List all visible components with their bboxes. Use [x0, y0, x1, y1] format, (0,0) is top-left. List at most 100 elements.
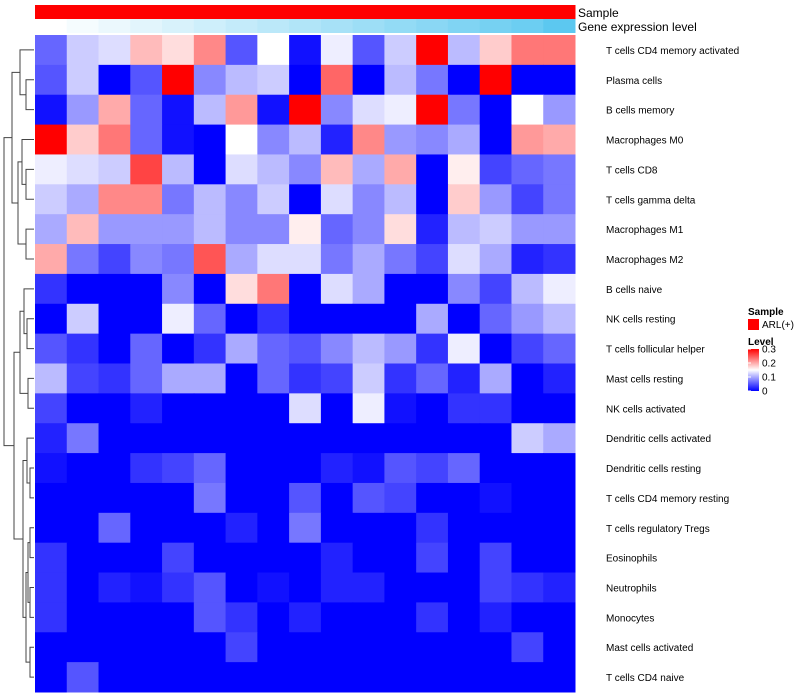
- heatmap-cell: [289, 64, 322, 96]
- heatmap-cell: [225, 453, 258, 484]
- heatmap-cell: [320, 154, 354, 185]
- heatmap-cell: [225, 423, 258, 454]
- heatmap-cell: [193, 572, 227, 603]
- heatmap-cell: [416, 542, 449, 574]
- dendrogram-branch: [3, 137, 14, 447]
- row-label: T cells CD4 memory activated: [606, 46, 739, 57]
- heatmap-cell: [320, 363, 354, 394]
- heatmap-cell: [416, 482, 449, 514]
- heatmap-cell: [289, 662, 322, 693]
- heatmap-cell: [511, 632, 544, 663]
- heatmap-cell: [289, 303, 322, 335]
- heatmap-cell: [225, 124, 258, 155]
- sample-annotation-cell: [447, 5, 481, 19]
- heatmap-cell: [289, 94, 322, 126]
- heatmap-cell: [352, 542, 385, 574]
- sample-track-label: Sample: [578, 6, 619, 20]
- heatmap-cell: [479, 35, 512, 66]
- heatmap-cell: [543, 453, 576, 484]
- heatmap-cell: [162, 482, 195, 514]
- heatmap-cell: [511, 64, 544, 96]
- heatmap-cell: [289, 393, 322, 424]
- heatmap-cell: [289, 184, 322, 215]
- heatmap-cell: [384, 94, 417, 126]
- heatmap-cell: [162, 94, 195, 126]
- dendrogram-branch: [11, 71, 20, 204]
- heatmap-cell: [447, 512, 481, 544]
- heatmap-cell: [320, 482, 354, 514]
- heatmap-cell: [257, 662, 290, 693]
- heatmap-cell: [447, 184, 481, 215]
- heatmap-cell: [225, 35, 258, 66]
- heatmap-cell: [447, 303, 481, 335]
- heatmap-cell: [193, 333, 227, 364]
- heatmap-cell: [289, 512, 322, 544]
- gene-expression-cell: [98, 19, 131, 33]
- heatmap-cell: [257, 273, 290, 305]
- heatmap-cell: [447, 393, 481, 424]
- heatmap-cell: [162, 662, 195, 693]
- heatmap-cell: [447, 423, 481, 454]
- heatmap-cell: [447, 453, 481, 484]
- heatmap-cell: [162, 333, 195, 364]
- row-label: Dendritic cells activated: [606, 434, 711, 445]
- heatmap-cell: [98, 363, 131, 394]
- heatmap-cell: [352, 363, 385, 394]
- heatmap-cell: [130, 363, 163, 394]
- heatmap-cell: [543, 273, 576, 305]
- heatmap-cell: [35, 303, 68, 335]
- heatmap-cell: [257, 512, 290, 544]
- heatmap-cell: [225, 572, 258, 603]
- heatmap-cell: [162, 363, 195, 394]
- heatmap-cell: [352, 154, 385, 185]
- heatmap-cell: [162, 512, 195, 544]
- heatmap-cell: [257, 184, 290, 215]
- heatmap-cell: [66, 333, 100, 364]
- heatmap-cell: [225, 512, 258, 544]
- heatmap-cell: [66, 244, 100, 275]
- heatmap-cell: [66, 393, 100, 424]
- heatmap-cell: [352, 482, 385, 514]
- sample-annotation-cell: [352, 5, 385, 19]
- heatmap-cell: [98, 393, 131, 424]
- heatmap-cell: [416, 303, 449, 335]
- row-label: B cells memory: [606, 106, 674, 117]
- heatmap-cell: [98, 184, 131, 215]
- heatmap-cell: [225, 393, 258, 424]
- heatmap-cell: [130, 393, 163, 424]
- heatmap-cell: [511, 273, 544, 305]
- heatmap-cell: [352, 35, 385, 66]
- row-label: NK cells resting: [606, 315, 675, 326]
- heatmap-cell: [384, 632, 417, 663]
- heatmap-cell: [479, 482, 512, 514]
- heatmap-cell: [511, 482, 544, 514]
- heatmap-cell: [162, 453, 195, 484]
- heatmap-cell: [479, 662, 512, 693]
- heatmap-cell: [162, 423, 195, 454]
- gene-expression-cell: [352, 19, 385, 33]
- heatmap-cell: [543, 482, 576, 514]
- heatmap-cell: [320, 124, 354, 155]
- heatmap-cell: [511, 154, 544, 185]
- row-label: Dendritic cells resting: [606, 464, 701, 475]
- dendrogram-branch: [23, 288, 34, 335]
- heatmap-cell: [352, 333, 385, 364]
- heatmap-cell: [416, 244, 449, 275]
- gene-expression-track-label: Gene expression level: [578, 20, 697, 34]
- heatmap-cell: [257, 393, 290, 424]
- sample-annotation-cell: [320, 5, 354, 19]
- heatmap-cell: [384, 333, 417, 364]
- heatmap-cell: [130, 482, 163, 514]
- heatmap-cell: [511, 35, 544, 66]
- heatmap-cell: [66, 572, 100, 603]
- row-label: Macrophages M0: [606, 136, 684, 147]
- heatmap-cell: [352, 602, 385, 633]
- row-label: T cells gamma delta: [606, 195, 696, 206]
- level-legend-title: Level: [748, 337, 774, 348]
- heatmap-cell: [320, 512, 354, 544]
- heatmap-cell: [66, 273, 100, 305]
- heatmap-cell: [66, 453, 100, 484]
- heatmap-cell: [257, 244, 290, 275]
- heatmap-cell: [447, 64, 481, 96]
- heatmap-cell: [257, 64, 290, 96]
